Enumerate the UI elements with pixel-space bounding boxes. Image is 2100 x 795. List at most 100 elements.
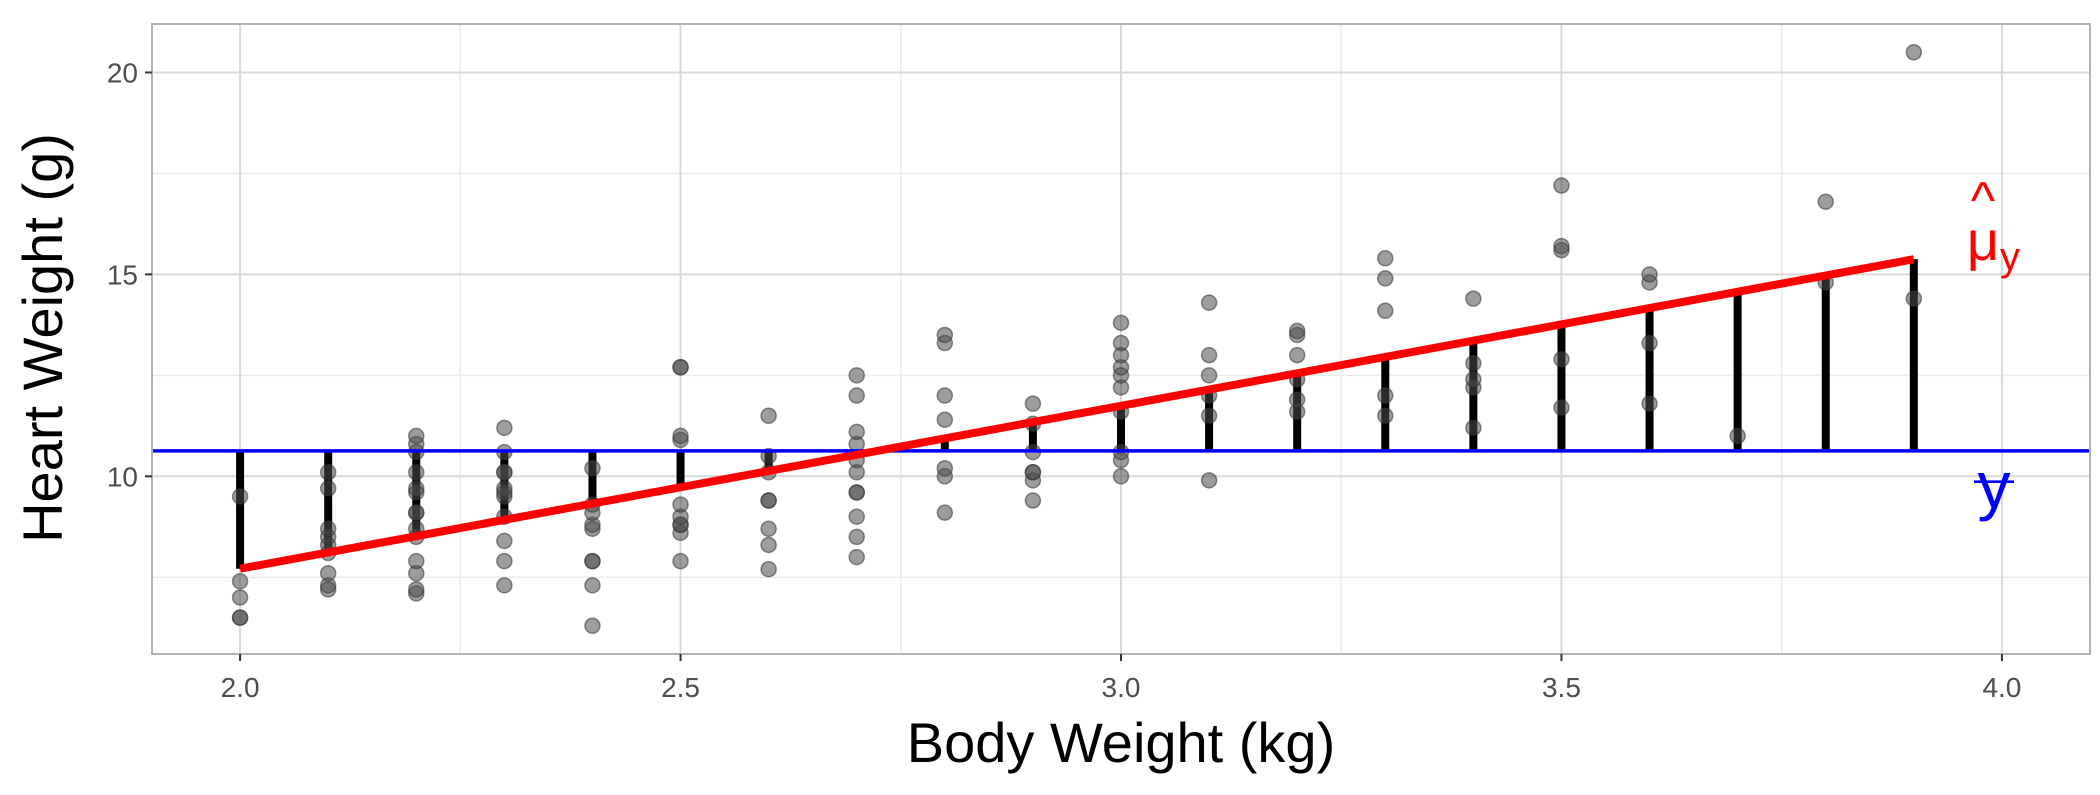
y-tick-label: 15 [107, 259, 138, 290]
data-point [672, 427, 689, 445]
data-point [408, 464, 425, 481]
data-point [760, 536, 777, 554]
x-axis-ticks: 2.0 2.5 3.0 3.5 4.0 [221, 654, 2021, 703]
data-point [408, 552, 425, 570]
data-point [1553, 350, 1570, 368]
data-point [848, 484, 865, 501]
data-point [584, 577, 601, 594]
data-point [1377, 270, 1394, 287]
data-point [936, 459, 954, 477]
data-points [231, 44, 1923, 634]
y-bar-symbol: — [1974, 457, 2014, 501]
y-axis-title: Heart Weight (g) [11, 133, 74, 543]
data-point [760, 560, 777, 578]
data-point [1553, 399, 1570, 416]
y-symbol: y [1978, 448, 2011, 522]
data-point [1200, 367, 1218, 384]
mu-symbol: μ [1967, 209, 1999, 272]
data-point [672, 552, 689, 570]
x-tick-label: 2.0 [221, 672, 260, 703]
data-point [760, 407, 777, 424]
data-point [848, 367, 865, 384]
data-point [936, 411, 954, 429]
data-point [319, 520, 337, 538]
data-point [1377, 387, 1394, 404]
x-tick-label: 4.0 [1982, 672, 2021, 703]
data-point [760, 520, 777, 538]
data-point [672, 359, 689, 376]
data-point [1465, 354, 1482, 372]
data-point [1024, 464, 1042, 481]
data-point [848, 508, 865, 525]
data-point [408, 504, 425, 521]
data-point [408, 480, 425, 497]
x-axis-title: Body Weight (kg) [907, 711, 1335, 774]
data-point [1905, 290, 1923, 307]
y-tick-label: 10 [107, 461, 138, 492]
x-tick-label: 3.0 [1102, 672, 1141, 703]
data-point [1641, 266, 1658, 283]
data-point [1553, 177, 1570, 194]
data-point [760, 492, 777, 509]
data-point [1553, 237, 1570, 255]
data-point [496, 464, 513, 481]
data-point [319, 480, 337, 497]
data-point [496, 480, 513, 497]
data-point [1905, 44, 1923, 61]
data-point [1641, 395, 1658, 412]
data-point [848, 423, 865, 441]
data-point [496, 532, 513, 550]
data-point [1112, 314, 1130, 332]
data-point [672, 496, 689, 513]
data-point [1377, 407, 1394, 424]
data-point [1288, 322, 1306, 340]
data-point [848, 387, 865, 404]
mu-subscript: y [2000, 235, 2020, 279]
data-point [1288, 346, 1306, 364]
data-point [1729, 427, 1746, 445]
data-point [1377, 302, 1394, 319]
data-point [1817, 193, 1834, 210]
data-point [496, 419, 513, 437]
data-point [231, 488, 249, 505]
mu-hat-symbol: ^ [1971, 172, 1996, 230]
data-point [1200, 294, 1218, 311]
data-point [496, 552, 513, 570]
data-point [1200, 346, 1218, 364]
data-point [408, 427, 425, 445]
mu-hat-annotation: ^ μ y [1967, 172, 2020, 279]
data-point [1200, 407, 1218, 424]
y-bar-annotation: — y [1974, 448, 2014, 522]
data-point [1112, 468, 1130, 485]
data-point [319, 564, 337, 582]
y-axis-ticks: 10 15 20 [107, 57, 152, 492]
data-point [1288, 391, 1306, 408]
data-point [1112, 334, 1130, 352]
y-tick-label: 20 [107, 57, 138, 88]
data-point [848, 548, 865, 566]
data-point [496, 577, 513, 594]
regression-line [239, 255, 1915, 573]
data-point [231, 589, 249, 606]
data-point [408, 581, 425, 598]
data-point [1465, 371, 1482, 388]
data-point [1465, 290, 1482, 307]
x-tick-label: 2.5 [661, 672, 700, 703]
data-point [936, 326, 954, 344]
data-point [1641, 334, 1658, 352]
data-point [319, 464, 337, 481]
data-point [848, 528, 865, 546]
data-point [584, 617, 601, 634]
data-point [1024, 492, 1042, 509]
data-point [936, 387, 954, 404]
data-point [584, 552, 601, 570]
data-point [1377, 249, 1394, 267]
data-point [1465, 419, 1482, 437]
data-point [231, 609, 249, 626]
data-point [936, 504, 954, 521]
data-point [584, 459, 601, 477]
x-tick-label: 3.5 [1542, 672, 1581, 703]
data-point [1200, 472, 1218, 489]
